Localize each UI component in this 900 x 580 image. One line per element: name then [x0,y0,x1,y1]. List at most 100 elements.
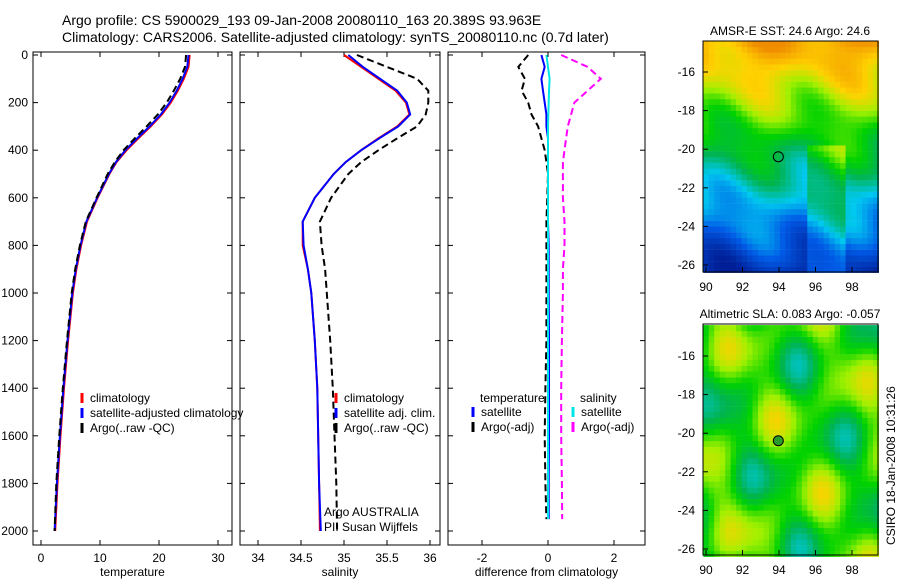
map-cell [790,266,797,273]
map-cell [774,110,781,117]
map-cell [823,336,830,343]
map-cell [774,116,781,123]
map-cell [747,493,754,499]
x-tick-label: 0 [38,551,45,565]
map-cell [856,550,863,557]
map-cell [856,487,863,494]
map-cell [758,255,764,262]
map-cell [818,342,825,349]
map-heatmap-1 [703,41,879,273]
map-cell [862,487,868,494]
map-cell [790,330,797,337]
map-cell [779,238,786,244]
map-cell [840,180,847,187]
map-cell [840,400,847,407]
map-cell [736,371,743,378]
map-cell [763,493,770,499]
map-cell [829,52,836,59]
map-cell [763,487,770,494]
y-tick-label: 400 [8,143,28,157]
map-cell [741,435,748,442]
map-cell [785,533,792,540]
map-cell [834,209,841,215]
map-title: AMSR-E SST: 24.6 Argo: 24.6 [710,24,870,38]
map-cell [873,435,879,442]
map-cell [719,151,726,158]
map-cell [747,255,754,262]
map-cell [856,151,863,158]
map-cell [867,417,874,424]
map-cell [774,458,781,465]
map-cell [867,429,874,436]
map-cell [867,174,874,181]
map-cell [785,220,792,227]
map-cell [769,151,775,158]
map-cell [812,342,819,349]
map-cell [818,133,825,140]
map-cell [845,243,852,250]
map-cell [867,87,874,94]
map-cell [725,99,732,105]
map-cell [867,550,874,557]
map-cell [834,162,841,169]
map-cell [785,510,792,517]
map-cell [741,423,748,430]
map-cell [801,550,808,557]
map-cell [873,81,879,88]
map-cell [763,261,770,268]
map-cell [873,533,879,540]
map-cell [812,197,819,204]
map-cell [779,429,786,436]
map-cell [741,325,748,332]
map-cell [708,70,715,77]
map-cell [730,469,737,476]
map-cell [725,46,732,53]
map-cell [812,151,819,158]
map-cell [807,481,814,488]
map-cell [752,325,759,332]
map-cell [703,209,710,215]
map-cell [774,214,781,221]
map-cell [862,371,868,378]
map-cell [725,156,732,163]
map-cell [801,261,808,268]
argo-location-marker [772,435,784,447]
map-cell [703,232,710,239]
x-tick-label: -2 [477,551,488,565]
map-cell [752,516,759,523]
map-cell [708,93,715,100]
map-cell [747,522,754,528]
map-cell [873,243,879,250]
map-cell [845,435,852,442]
map-cell [730,191,737,198]
x-tick-label: 94 [772,280,786,294]
map-cell [769,330,775,337]
map-cell [747,365,754,372]
map-cell [785,180,792,187]
map-cell [769,545,775,552]
map-cell [747,458,754,465]
map-cell [785,203,792,210]
map-cell [801,87,808,94]
map-cell [856,214,863,221]
map-cell [774,423,781,430]
map-cell [769,533,775,540]
map-cell [758,498,764,505]
x-tick-label: 36 [423,551,437,565]
map-cell [829,203,836,210]
map-cell [796,122,803,129]
map-cell [845,516,852,523]
map-cell [779,400,786,407]
map-cell [829,116,836,123]
map-cell [736,261,743,268]
map-cell [796,527,803,534]
map-cell [801,81,808,88]
institution-label: Argo AUSTRALIA [324,505,419,519]
map-cell [818,487,825,494]
map-cell [834,493,841,499]
map-cell [758,203,764,210]
map-cell [741,156,748,163]
map-cell [785,174,792,181]
map-cell [840,249,847,256]
map-cell [736,58,743,65]
